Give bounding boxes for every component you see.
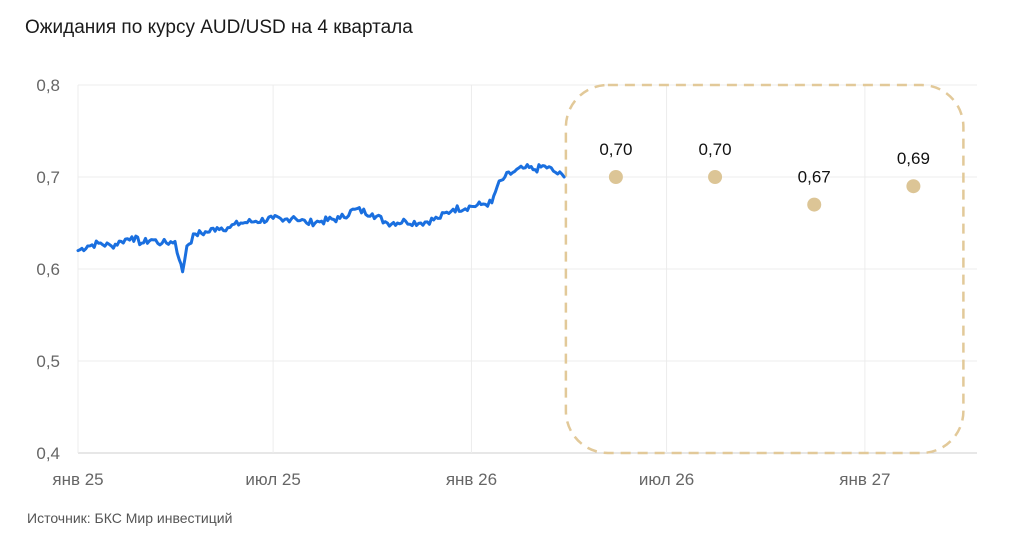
forecast-point <box>608 170 623 184</box>
chart-title: Ожидания по курсу AUD/USD на 4 квартала <box>25 17 413 38</box>
forecast-points: 0,70 0,70 0,67 0,69 <box>599 140 930 212</box>
forecast-frame <box>564 83 965 455</box>
forecast-point-label: 0,67 <box>798 168 831 187</box>
forecast-frame-rect <box>564 83 965 455</box>
y-axis: 0,4 0,5 0,6 0,7 0,8 <box>36 76 60 463</box>
y-tick-label: 0,6 <box>36 260 60 279</box>
y-tick-label: 0,4 <box>36 444 60 463</box>
forecast-point-label: 0,69 <box>897 149 930 168</box>
forecast-point-label: 0,70 <box>699 140 732 159</box>
y-tick-label: 0,7 <box>36 168 60 187</box>
y-tick-label: 0,8 <box>36 76 60 95</box>
y-tick-label: 0,5 <box>36 352 60 371</box>
forecast-point-label: 0,70 <box>599 140 632 159</box>
forecast-point <box>708 170 723 184</box>
x-tick-label: янв 26 <box>446 470 497 489</box>
x-tick-label: июл 26 <box>639 470 694 489</box>
grid <box>77 84 977 454</box>
x-axis: янв 25 июл 25 янв 26 июл 26 янв 27 <box>52 470 890 489</box>
x-tick-label: янв 25 <box>52 470 103 489</box>
history-line <box>76 163 566 274</box>
source-note: Источник: БКС Мир инвестиций <box>27 510 233 526</box>
history-series-line <box>76 163 566 274</box>
x-tick-label: янв 27 <box>839 470 890 489</box>
forecast-point <box>906 179 921 194</box>
forecast-point <box>807 197 822 212</box>
x-tick-label: июл 25 <box>245 470 300 489</box>
